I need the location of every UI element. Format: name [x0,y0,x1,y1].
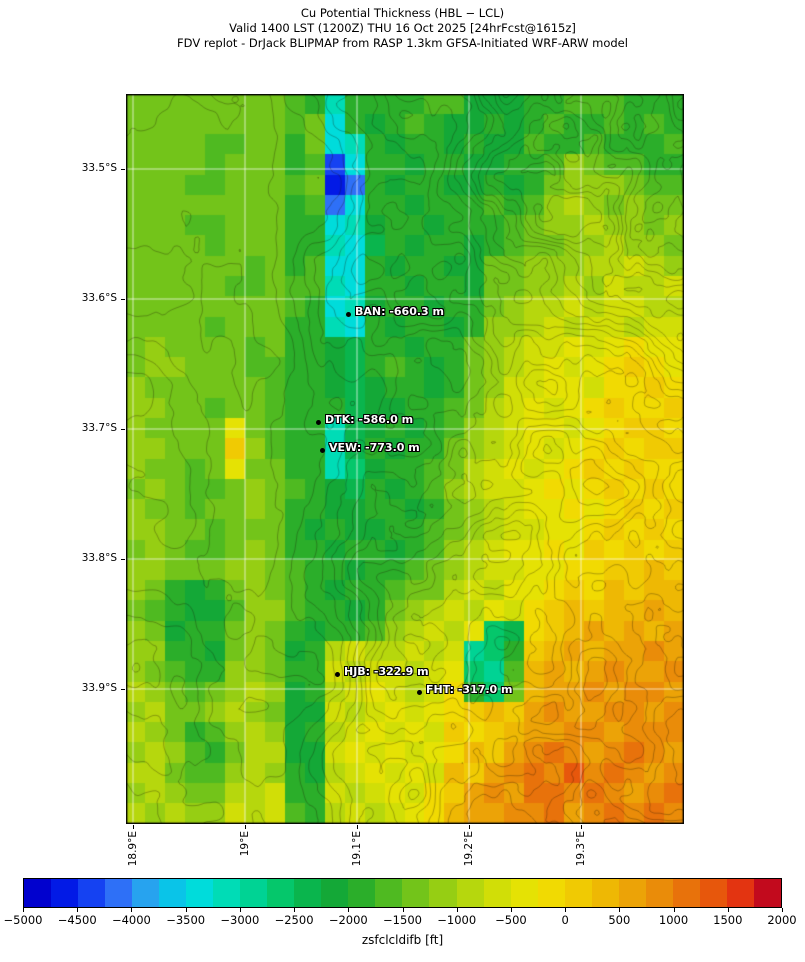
colorbar-segment [402,879,430,907]
station-marker-dot [316,420,321,425]
colorbar-tick-mark [782,908,783,912]
colorbar-segment [78,879,106,907]
x-tick-label: 19.1°E [351,831,363,867]
colorbar-tick-label: 1000 [658,913,689,927]
colorbar-tick-label: −1500 [383,913,422,927]
colorbar-tick-mark [185,908,187,912]
y-tick-label: 33.9°S [81,682,117,694]
station-marker-dot [320,448,325,453]
title-line-1: Cu Potential Thickness (HBL − LCL) [300,6,505,20]
y-tick-mark [121,559,125,560]
y-tick-label: 33.8°S [81,552,117,564]
colorbar-tick-label: −3500 [166,913,206,927]
station-label: HJB: -322.9 m [344,665,429,678]
colorbar-tick-label: 500 [608,913,631,927]
colorbar-tick-label: −4500 [57,913,97,927]
x-tick-label: 19.2°E [463,831,475,867]
station-label: FHT: -317.0 m [426,683,513,696]
colorbar-tick-mark [510,908,512,912]
station-marker-dot [346,312,351,317]
y-tick-mark [121,169,125,170]
colorbar-segment [564,879,592,907]
colorbar-tick-mark [239,908,241,912]
map-canvas [126,94,684,824]
colorbar-segment [159,879,187,907]
colorbar-segment [537,879,565,907]
colorbar-segment [348,879,376,907]
colorbar-segment [699,879,727,907]
colorbar-segment [726,879,754,907]
x-tick-mark [581,825,582,829]
colorbar-segment [105,879,133,907]
colorbar [23,878,782,908]
colorbar-tick-label: −4000 [111,913,151,927]
colorbar-segment [672,879,700,907]
colorbar-segment [51,879,79,907]
colorbar-segment [510,879,538,907]
colorbar-tick-mark [348,908,350,912]
colorbar-tick-mark [77,908,79,912]
colorbar-tick-mark [402,908,404,912]
colorbar-segment [240,879,268,907]
station-marker-dot [417,690,422,695]
station-marker-dot [335,672,340,677]
x-tick-label: 18.9°E [127,831,139,867]
colorbar-segment [753,879,781,907]
station-label: DTK: -586.0 m [325,413,414,426]
colorbar-tick-label: −2500 [274,913,314,927]
colorbar-tick-label: −500 [495,913,527,927]
colorbar-segment [132,879,160,907]
colorbar-tick-label: 2000 [767,913,797,927]
colorbar-segment [618,879,646,907]
colorbar-tick-mark [131,908,133,912]
colorbar-segment [456,879,484,907]
colorbar-segment [294,879,322,907]
figure-title-block: Cu Potential Thickness (HBL − LCL) Valid… [0,6,805,51]
colorbar-tick-mark [619,908,621,912]
x-tick-mark [245,825,246,829]
map-plot: BAN: -660.3 m DTK: -586.0 m VEW: -773.0 m H… [126,94,684,824]
y-tick-mark [121,429,125,430]
y-tick-mark [121,689,125,690]
colorbar-segment [483,879,511,907]
colorbar-segment [429,879,457,907]
colorbar-tick-label: −1000 [437,913,477,927]
colorbar-segment [321,879,349,907]
colorbar-tick-label: −5000 [3,913,43,927]
y-tick-label: 33.5°S [81,162,117,174]
colorbar-tick-label: 0 [561,913,569,927]
colorbar-tick-mark [456,908,458,912]
x-tick-mark [133,825,134,829]
colorbar-tick-label: −2000 [328,913,368,927]
title-line-3: FDV replot - DrJack BLIPMAP from RASP 1.… [177,36,628,50]
x-tick-label: 19.3°E [575,831,587,867]
title-line-2: Valid 1400 LST (1200Z) THU 16 Oct 2025 [… [229,21,576,35]
colorbar-segment [375,879,403,907]
colorbar-tick-mark [23,908,24,912]
colorbar-tick-mark [673,908,675,912]
colorbar-segment [591,879,619,907]
colorbar-tick-label: 1500 [713,913,743,927]
colorbar-segment [24,879,52,907]
y-tick-label: 33.6°S [81,292,117,304]
colorbar-label: zsfclcldifb [ft] [361,933,444,947]
x-tick-label: 19°E [239,831,251,857]
colorbar-tick-mark [727,908,729,912]
station-label: VEW: -773.0 m [329,441,420,454]
colorbar-segment [213,879,241,907]
colorbar-segment [645,879,673,907]
x-tick-mark [469,825,470,829]
x-tick-mark [357,825,358,829]
colorbar-tick-mark [294,908,296,912]
colorbar-tick-mark [565,908,567,912]
colorbar-segment [267,879,295,907]
y-tick-label: 33.7°S [81,422,117,434]
colorbar-segment [186,879,214,907]
y-tick-mark [121,299,125,300]
station-label: BAN: -660.3 m [355,305,444,318]
colorbar-tick-label: −3000 [220,913,260,927]
